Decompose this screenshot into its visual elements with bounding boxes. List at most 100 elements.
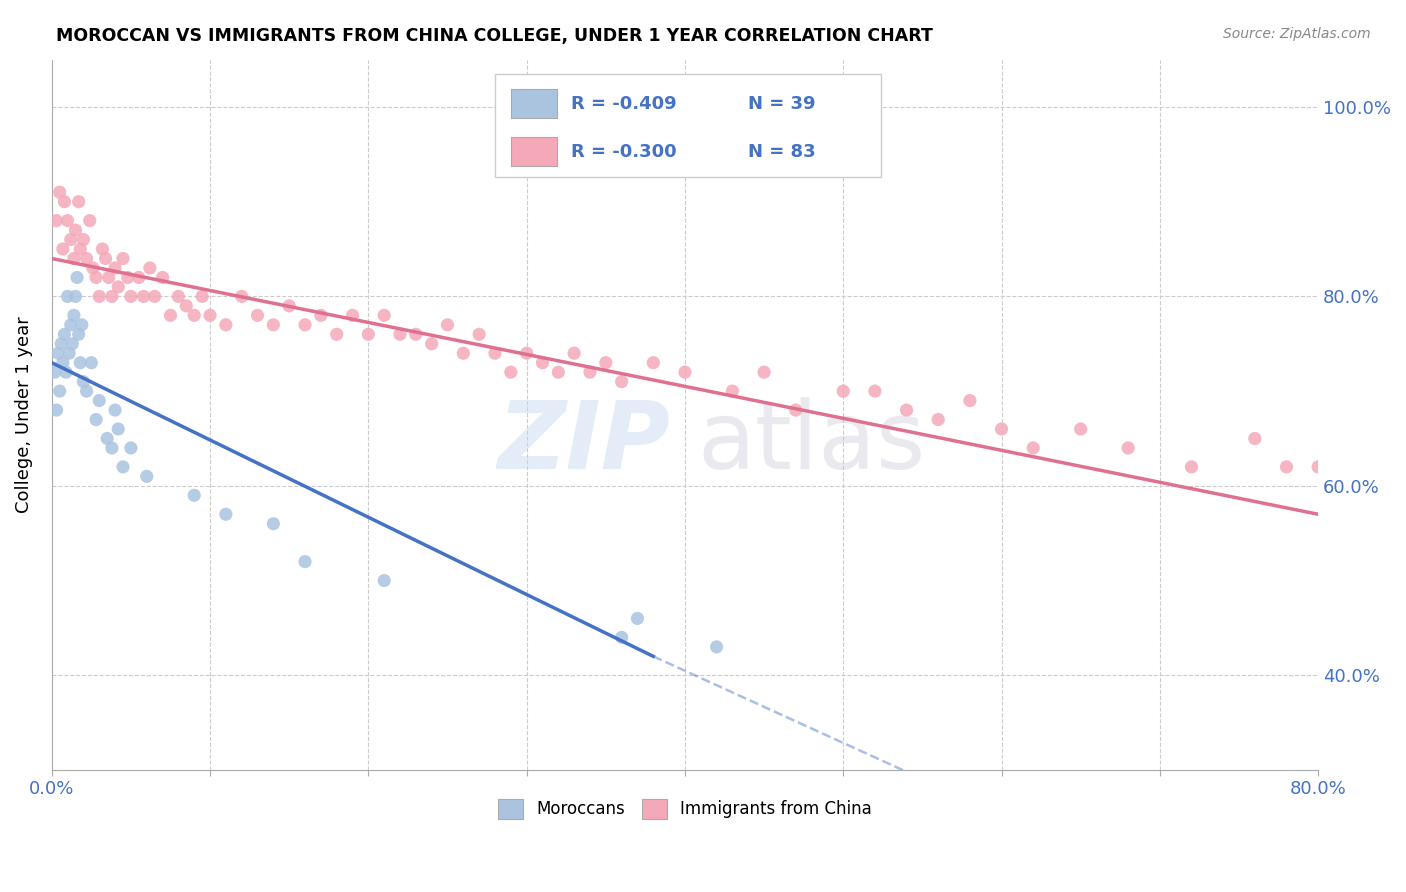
Point [72, 375, 94, 389]
Text: N = 39: N = 39 [748, 95, 815, 112]
Point [45, 403, 67, 417]
Point [959, 393, 981, 408]
Point [58, 346, 80, 360]
Point [104, 403, 127, 417]
Point [246, 309, 269, 323]
Point [1243, 432, 1265, 446]
Text: R = -0.409: R = -0.409 [571, 95, 676, 112]
Point [595, 356, 617, 370]
Point [143, 289, 166, 303]
Text: Source: ZipAtlas.com: Source: ZipAtlas.com [1223, 27, 1371, 41]
Text: N = 83: N = 83 [748, 143, 815, 161]
Point [262, 516, 284, 531]
Point [453, 346, 475, 360]
Point [294, 318, 316, 332]
Point [52, 356, 75, 370]
Point [84, 412, 107, 426]
Point [1308, 459, 1330, 474]
Point [176, 299, 198, 313]
Point [65, 223, 87, 237]
Point [60, 336, 83, 351]
Point [1022, 441, 1045, 455]
Point [626, 611, 648, 625]
Point [45, 213, 67, 227]
Point [610, 631, 633, 645]
Point [863, 384, 886, 398]
Point [547, 365, 569, 379]
Text: atlas: atlas [697, 397, 925, 489]
Point [69, 356, 91, 370]
Point [152, 270, 174, 285]
Point [111, 252, 134, 266]
Point [55, 365, 77, 379]
Point [990, 422, 1012, 436]
Point [107, 280, 129, 294]
Point [484, 346, 506, 360]
Point [832, 384, 855, 398]
Point [91, 242, 114, 256]
Point [215, 508, 238, 522]
Point [82, 260, 104, 275]
Point [785, 403, 807, 417]
Point [357, 327, 380, 342]
Point [70, 318, 93, 332]
Point [927, 412, 949, 426]
Point [128, 270, 150, 285]
Point [531, 356, 554, 370]
Point [48, 185, 70, 199]
Point [183, 488, 205, 502]
Point [579, 365, 602, 379]
Point [79, 213, 101, 227]
Point [67, 327, 90, 342]
Point [89, 393, 111, 408]
Text: R = -0.300: R = -0.300 [571, 143, 676, 161]
Point [436, 318, 458, 332]
Point [610, 375, 633, 389]
Point [111, 459, 134, 474]
Point [59, 233, 82, 247]
Point [96, 432, 118, 446]
Point [1116, 441, 1139, 455]
Point [48, 384, 70, 398]
Point [1275, 459, 1298, 474]
FancyBboxPatch shape [512, 137, 557, 166]
Point [1180, 459, 1202, 474]
Point [706, 640, 728, 654]
Point [107, 422, 129, 436]
Point [373, 309, 395, 323]
Point [67, 194, 90, 209]
Point [94, 252, 117, 266]
Point [167, 289, 190, 303]
Point [342, 309, 364, 323]
Point [53, 194, 76, 209]
Point [84, 270, 107, 285]
Point [562, 346, 585, 360]
Point [56, 289, 79, 303]
Point [66, 270, 89, 285]
Point [135, 469, 157, 483]
Point [117, 270, 139, 285]
Point [673, 365, 696, 379]
Point [294, 555, 316, 569]
Point [1070, 422, 1092, 436]
Point [132, 289, 155, 303]
Point [89, 289, 111, 303]
Point [51, 336, 73, 351]
Point [231, 289, 253, 303]
Point [896, 403, 918, 417]
Point [97, 270, 120, 285]
Point [1402, 508, 1406, 522]
Point [499, 365, 522, 379]
Point [183, 309, 205, 323]
Text: MOROCCAN VS IMMIGRANTS FROM CHINA COLLEGE, UNDER 1 YEAR CORRELATION CHART: MOROCCAN VS IMMIGRANTS FROM CHINA COLLEG… [56, 27, 934, 45]
Point [63, 309, 86, 323]
Point [46, 346, 69, 360]
Legend: Moroccans, Immigrants from China: Moroccans, Immigrants from China [491, 792, 879, 826]
Point [468, 327, 491, 342]
Point [104, 260, 127, 275]
Point [516, 346, 538, 360]
Point [120, 441, 142, 455]
Y-axis label: College, Under 1 year: College, Under 1 year [15, 317, 32, 513]
Point [191, 289, 214, 303]
Point [420, 336, 443, 351]
